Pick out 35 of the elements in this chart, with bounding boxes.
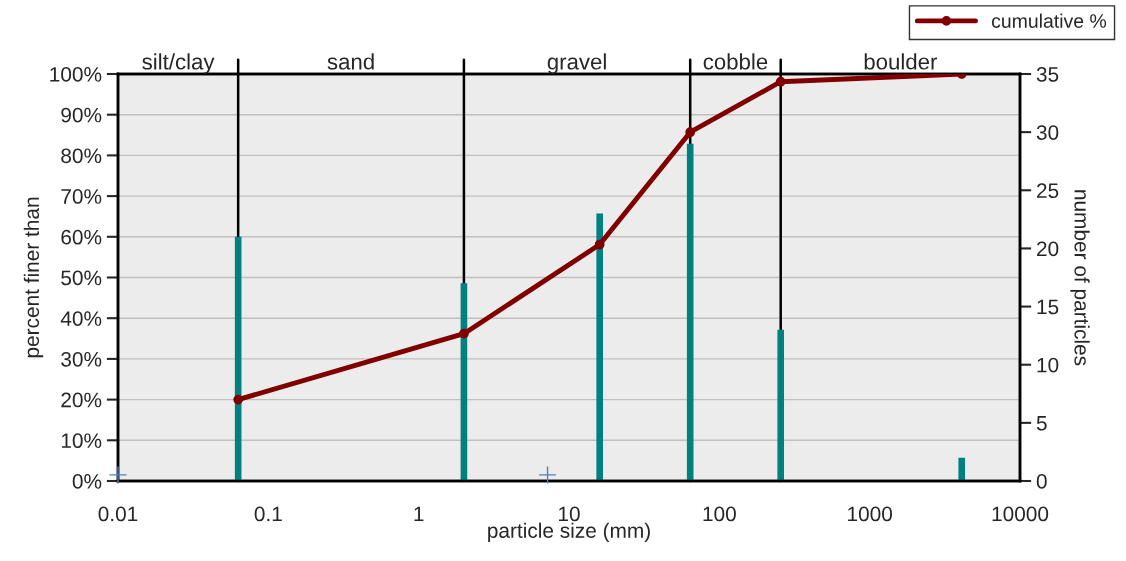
y-tick-label: 50%: [61, 270, 102, 286]
y2-tick-label: 5: [1036, 416, 1047, 431]
y2-tick-label: 25: [1037, 183, 1059, 199]
y2-tick-label: 0: [1036, 474, 1047, 489]
x-tick-label: 10000: [992, 506, 1049, 522]
y2-tick-label: 35: [1036, 67, 1059, 82]
annotation: gravel: [547, 53, 606, 74]
y-tick-label: 60%: [61, 229, 102, 245]
x-tick-label: 0.1: [254, 506, 282, 522]
x-tick-label: 0.01: [98, 506, 138, 522]
legend-label: cumulative %: [991, 13, 1107, 28]
y2-tick-label: 15: [1037, 299, 1059, 315]
y-tick-label: 90%: [61, 107, 102, 123]
text: sand: [327, 53, 374, 70]
x-tick-label: 10: [559, 506, 580, 522]
y2-tick-label: 20: [1037, 241, 1059, 257]
y-tick-label: 0%: [72, 474, 102, 489]
x-tick-label: 1000: [848, 506, 893, 522]
y2-axis-title: number of particles: [1070, 190, 1090, 366]
y-tick-label: 40%: [60, 311, 102, 326]
x-tick-label: 1: [414, 506, 424, 522]
y2-tick-label: 30: [1036, 125, 1059, 140]
y-tick-label: 30%: [61, 351, 102, 367]
text: cobble: [703, 53, 768, 70]
annotation: silt/clay: [142, 53, 215, 74]
y-tick-label: 100%: [50, 67, 102, 82]
text: boulder: [864, 53, 938, 70]
y-tick-label: 10%: [61, 433, 102, 449]
y-axis-title: percent finer than: [23, 197, 44, 358]
y-tick-label: 70%: [61, 189, 102, 204]
y2-tick-label: 10: [1037, 357, 1059, 373]
x-tick-label: 100: [703, 506, 736, 522]
y-tick-label: 20%: [61, 392, 102, 408]
x-axis-title: particle size (mm): [488, 522, 650, 543]
y-tick-label: 80%: [61, 148, 102, 164]
